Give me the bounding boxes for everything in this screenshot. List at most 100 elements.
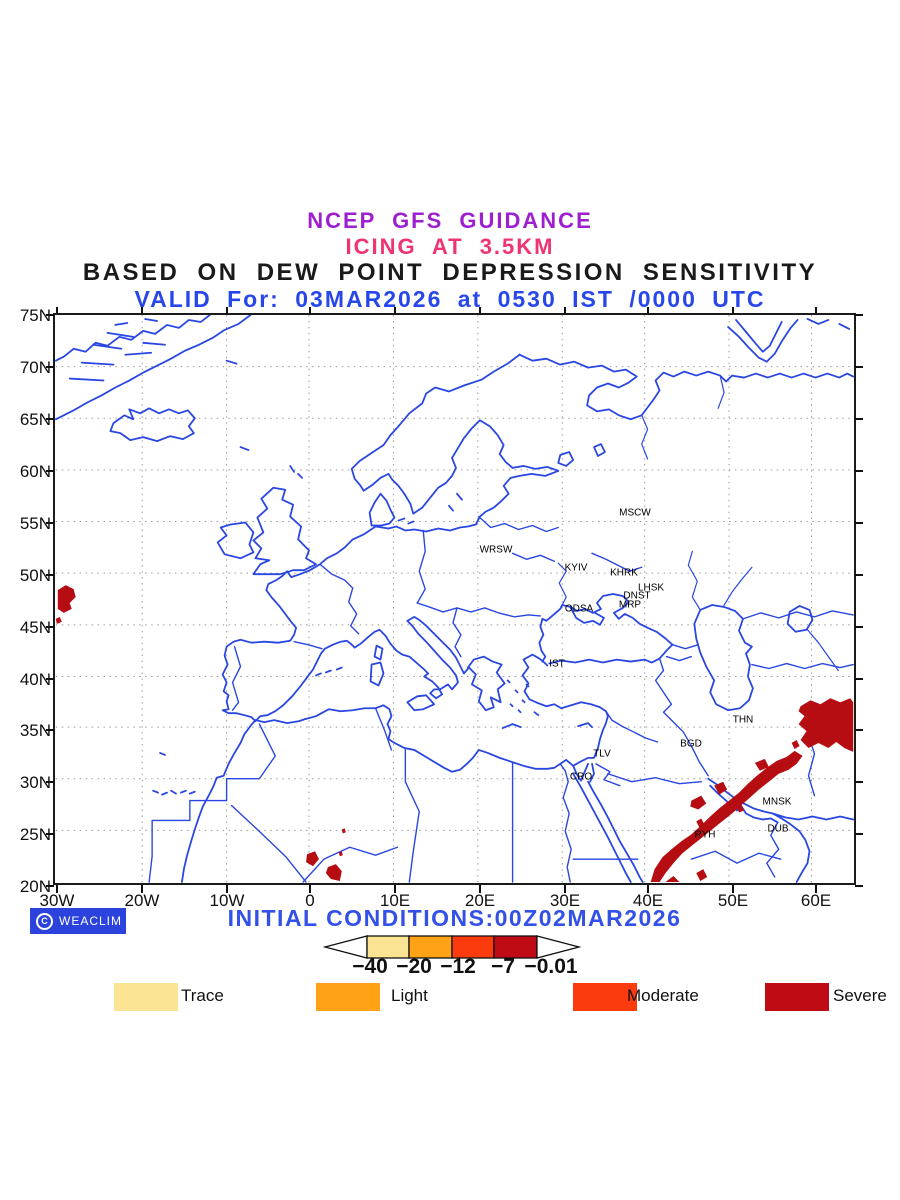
- lat-tick: [46, 314, 54, 316]
- lon-tick: [309, 307, 311, 314]
- country-borders: [148, 515, 854, 883]
- lat-tick-label: 55N: [19, 514, 51, 533]
- lat-tick: [855, 470, 863, 472]
- lon-tick: [479, 307, 481, 314]
- colorbar-value: −20: [396, 955, 432, 978]
- lat-tick-label: 75N: [19, 306, 51, 325]
- lon-tick: [564, 307, 566, 314]
- lat-tick-label: 45N: [19, 618, 51, 637]
- station-label-mrp: MRP: [618, 599, 642, 611]
- colorbar-value: −40: [352, 955, 388, 978]
- lat-tick: [46, 885, 54, 887]
- station-label-cro: CRO: [569, 771, 593, 783]
- lon-tick: [309, 885, 311, 893]
- lat-tick: [46, 833, 54, 835]
- lat-tick: [46, 574, 54, 576]
- lat-tick-label: 50N: [19, 566, 51, 585]
- title-model: NCEP GFS GUIDANCE: [307, 208, 593, 233]
- station-label-thn: THN: [732, 714, 754, 726]
- lon-tick: [479, 885, 481, 893]
- legend-swatch-trace: [114, 983, 178, 1011]
- lat-tick: [46, 366, 54, 368]
- title-product: ICING AT 3.5KM: [345, 234, 555, 259]
- station-label-mscw: MSCW: [619, 507, 651, 519]
- station-label-odsa: ODSA: [564, 603, 594, 615]
- station-label-wrsw: WRSW: [479, 544, 513, 556]
- logo-text: WEACLIM: [59, 914, 123, 928]
- lon-tick-label: 20E: [464, 891, 496, 910]
- lon-tick: [226, 885, 228, 893]
- lat-tick: [855, 574, 863, 576]
- lon-tick: [394, 307, 396, 314]
- lon-tick: [141, 307, 143, 314]
- lat-tick: [855, 781, 863, 783]
- lat-tick: [855, 418, 863, 420]
- lat-tick-label: 35N: [19, 721, 51, 740]
- lat-tick: [46, 470, 54, 472]
- lat-tick: [46, 626, 54, 628]
- lat-tick-label: 40N: [19, 670, 51, 689]
- icing-severe-region: [55, 585, 854, 883]
- map-canvas: [55, 315, 854, 883]
- station-label-lhsk: LHSK: [637, 582, 665, 594]
- colorbar: [323, 935, 582, 959]
- lat-tick: [46, 418, 54, 420]
- legend-label-trace: Trace: [181, 986, 224, 1005]
- legend-label-moderate: Moderate: [627, 986, 699, 1005]
- lat-tick: [46, 729, 54, 731]
- lon-tick: [815, 307, 817, 314]
- map-area: 75N 70N 65N 60N 55N 50N 45N 40N 35N 30N 25N 20N 30W 2…: [20, 306, 863, 910]
- lon-tick: [815, 885, 817, 893]
- station-label-kyiv: KYIV: [564, 562, 588, 574]
- lon-tick: [732, 307, 734, 314]
- copyright-icon: C: [36, 912, 53, 930]
- colorbar-value: −7: [491, 955, 515, 978]
- colorbar-value: −0.01: [524, 955, 578, 978]
- lat-tick: [855, 314, 863, 316]
- lat-tick: [855, 833, 863, 835]
- lat-tick-label: 20N: [19, 877, 51, 896]
- lon-tick-label: 10W: [209, 891, 245, 910]
- station-label-tlv: TLV: [593, 748, 611, 760]
- lat-tick-label: 25N: [19, 825, 51, 844]
- coastlines: [55, 315, 854, 883]
- lon-tick: [732, 885, 734, 893]
- lat-tick: [46, 522, 54, 524]
- legend-swatch-light: [316, 983, 380, 1011]
- lat-tick: [855, 522, 863, 524]
- lon-tick-label: 20W: [124, 891, 160, 910]
- lat-tick: [855, 885, 863, 887]
- lon-tick-label: 10E: [379, 891, 411, 910]
- station-label-bgd: BGD: [680, 738, 702, 750]
- lat-tick: [46, 678, 54, 680]
- lon-tick: [56, 885, 58, 893]
- title-method: BASED ON DEW POINT DEPRESSION SENSITIVIT…: [82, 259, 818, 286]
- lon-tick: [647, 307, 649, 314]
- lon-tick: [56, 307, 58, 314]
- lon-tick-label: 30W: [39, 891, 75, 910]
- lat-tick-label: 60N: [19, 462, 51, 481]
- station-label-dub: DUB: [767, 823, 789, 835]
- lat-tick-label: 70N: [19, 358, 51, 377]
- station-label-ryh: RYH: [694, 829, 716, 841]
- lon-tick: [564, 885, 566, 893]
- station-label-dnst: DNST: [623, 590, 651, 602]
- lon-tick: [394, 885, 396, 893]
- station-label-khrk: KHRK: [610, 567, 638, 579]
- weaclim-logo: C WEACLIM: [30, 908, 126, 934]
- lat-tick: [855, 678, 863, 680]
- lat-tick-label: 65N: [19, 410, 51, 429]
- legend-swatch-severe: [765, 983, 829, 1011]
- lon-tick-label: 30E: [549, 891, 581, 910]
- lat-tick: [46, 781, 54, 783]
- colorbar-value: −12: [440, 955, 476, 978]
- lon-tick: [141, 885, 143, 893]
- lon-tick: [226, 307, 228, 314]
- lat-tick: [855, 366, 863, 368]
- lon-tick-label: 60E: [800, 891, 832, 910]
- lat-tick: [855, 626, 863, 628]
- station-label-ist: IST: [549, 658, 565, 670]
- station-label-mnsk: MNSK: [762, 796, 792, 808]
- lat-tick-label: 30N: [19, 773, 51, 792]
